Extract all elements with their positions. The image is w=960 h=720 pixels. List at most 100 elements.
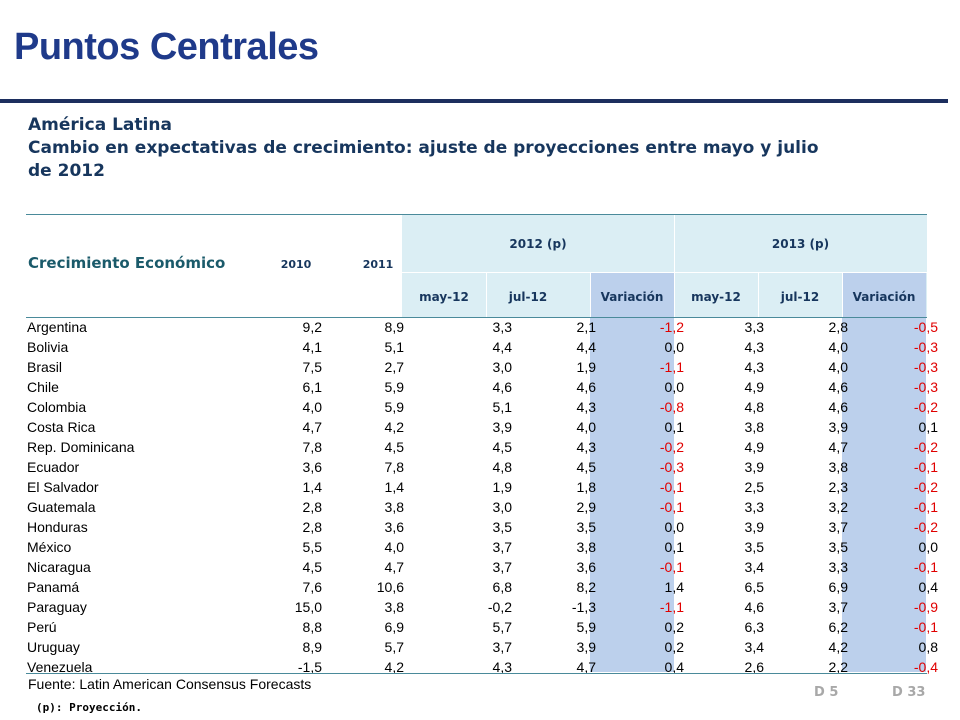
- table-cell: 1,4: [384, 479, 404, 495]
- table-cell: 3,8: [828, 459, 848, 475]
- year-header-2010: 2010: [280, 258, 312, 271]
- table-cell: -0,5: [913, 319, 938, 335]
- table-cell: 2,8: [828, 319, 848, 335]
- table-cell: -1,3: [571, 599, 596, 615]
- table-cell: -0,3: [913, 379, 938, 395]
- table-cell: 3,8: [384, 499, 404, 515]
- table-cell: 5,1: [384, 339, 404, 355]
- table-cell: 4,9: [744, 439, 764, 455]
- table-cell: 4,4: [492, 339, 512, 355]
- table-cell: 3,8: [384, 599, 404, 615]
- table-cell: 1,4: [302, 479, 322, 495]
- table-cell: 3,4: [744, 639, 764, 655]
- page-ref: D 5: [814, 685, 839, 700]
- country-name: Nicaragua: [27, 559, 91, 575]
- header-col-divider: [758, 273, 759, 317]
- table-cell: 1,8: [576, 479, 596, 495]
- table-cell: 4,3: [576, 399, 596, 415]
- header-bottom-rule: [26, 317, 927, 318]
- table-cell: -0,2: [913, 479, 938, 495]
- table-cell: 0,2: [664, 639, 684, 655]
- table-row-header-label: Crecimiento Económico: [28, 254, 226, 272]
- table-cell: 4,9: [744, 379, 764, 395]
- table-cell: 7,8: [384, 459, 404, 475]
- slide-subtitle: América Latina Cambio en expectativas de…: [28, 114, 928, 183]
- table-row: Guatemala 2,8 3,8 3,0 2,9 -0,1 3,3 3,2 -0,1: [26, 497, 938, 517]
- sub-header: may-12: [691, 290, 741, 304]
- footnote: (p): Proyección.: [36, 701, 142, 714]
- table-cell: 4,3: [576, 439, 596, 455]
- table-cell: -0,2: [913, 519, 938, 535]
- table-cell: 3,3: [492, 319, 512, 335]
- table-cell: 3,4: [744, 559, 764, 575]
- table-cell: -0,1: [659, 479, 684, 495]
- table-row: Venezuela -1,5 4,2 4,3 4,7 0,4 2,6 2,2 -0,4: [26, 657, 938, 677]
- table-cell: 4,3: [744, 359, 764, 375]
- table-cell: 2,7: [384, 359, 404, 375]
- slide-title: Puntos Centrales: [14, 26, 319, 68]
- table-cell: 3,5: [828, 539, 848, 555]
- table-cell: 3,5: [576, 519, 596, 535]
- table-cell: 3,0: [492, 359, 512, 375]
- country-name: Perú: [27, 619, 57, 635]
- table-cell: 0,4: [918, 579, 938, 595]
- table-cell: 3,9: [828, 419, 848, 435]
- table-cell: 4,1: [302, 339, 322, 355]
- table-cell: 5,1: [492, 399, 512, 415]
- country-name: Argentina: [27, 319, 87, 335]
- table-cell: 3,7: [492, 559, 512, 575]
- year-header-2011: 2011: [362, 258, 394, 271]
- table-cell: -0,8: [659, 399, 684, 415]
- country-name: Chile: [27, 379, 59, 395]
- table-row: Perú 8,8 6,9 5,7 5,9 0,2 6,3 6,2 -0,1: [26, 617, 938, 637]
- table-cell: 1,9: [576, 359, 596, 375]
- table-cell: 5,7: [492, 619, 512, 635]
- table-cell: -1,1: [659, 359, 684, 375]
- table-cell: 5,5: [302, 539, 322, 555]
- table-cell: 7,6: [302, 579, 322, 595]
- source-note: Fuente: Latin American Consensus Forecas…: [28, 676, 312, 692]
- table-cell: 4,5: [576, 459, 596, 475]
- table-cell: 4,4: [576, 339, 596, 355]
- table-cell: 4,0: [828, 359, 848, 375]
- table-cell: 1,9: [492, 479, 512, 495]
- table-row: Nicaragua 4,5 4,7 3,7 3,6 -0,1 3,4 3,3 -0,1: [26, 557, 938, 577]
- table-cell: 3,8: [744, 419, 764, 435]
- table-cell: 2,5: [744, 479, 764, 495]
- table-cell: 2,8: [302, 499, 322, 515]
- table-cell: 2,8: [302, 519, 322, 535]
- variation-column-2012: [590, 273, 674, 672]
- table-cell: 6,8: [492, 579, 512, 595]
- table-cell: -1,5: [297, 659, 322, 675]
- table-cell: 4,5: [492, 439, 512, 455]
- table-cell: 8,2: [576, 579, 596, 595]
- table-cell: 4,5: [384, 439, 404, 455]
- table-cell: 3,7: [828, 519, 848, 535]
- table-cell: 9,2: [302, 319, 322, 335]
- country-name: Venezuela: [27, 659, 93, 675]
- table-cell: 0,4: [664, 659, 684, 675]
- table-cell: 2,9: [576, 499, 596, 515]
- table-cell: 4,7: [828, 439, 848, 455]
- table-cell: -0,1: [659, 559, 684, 575]
- table-cell: 2,3: [828, 479, 848, 495]
- table-cell: -0,2: [659, 439, 684, 455]
- table-row: Bolivia 4,1 5,1 4,4 4,4 0,0 4,3 4,0 -0,3: [26, 337, 938, 357]
- table-cell: 0,0: [664, 379, 684, 395]
- table-row: Brasil 7,5 2,7 3,0 1,9 -1,1 4,3 4,0 -0,3: [26, 357, 938, 377]
- table-cell: 3,3: [744, 319, 764, 335]
- country-name: Costa Rica: [27, 419, 96, 435]
- table-cell: -0,9: [913, 599, 938, 615]
- table-cell: 0,0: [918, 539, 938, 555]
- table-cell: 3,3: [828, 559, 848, 575]
- table-cell: 3,5: [492, 519, 512, 535]
- group-header-2013: 2013 (p): [771, 237, 830, 251]
- table-cell: 3,7: [492, 639, 512, 655]
- table-cell: 3,9: [744, 459, 764, 475]
- table-row: Ecuador 3,6 7,8 4,8 4,5 -0,3 3,9 3,8 -0,1: [26, 457, 938, 477]
- table-row: Costa Rica 4,7 4,2 3,9 4,0 0,1 3,8 3,9 0,1: [26, 417, 938, 437]
- header-band-groups: [402, 215, 927, 272]
- table-cell: 4,0: [384, 539, 404, 555]
- table-cell: -0,3: [659, 459, 684, 475]
- table-cell: 4,7: [576, 659, 596, 675]
